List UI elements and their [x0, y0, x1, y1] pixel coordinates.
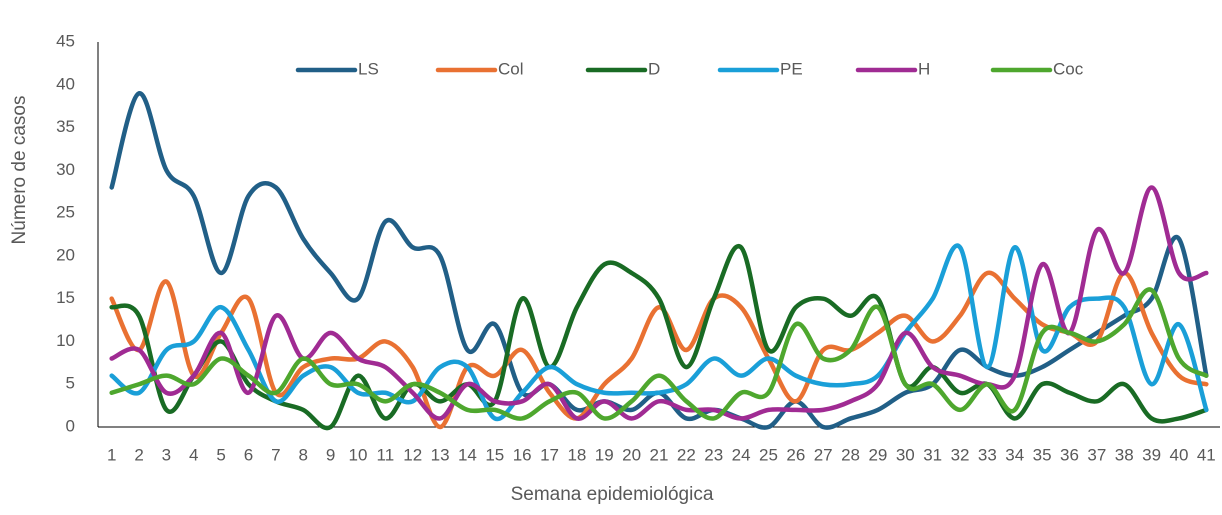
x-tick-label: 18 [567, 445, 586, 464]
x-tick-label: 23 [704, 445, 723, 464]
x-tick-label: 32 [951, 445, 970, 464]
x-tick-label: 25 [759, 445, 778, 464]
x-tick-label: 5 [216, 445, 225, 464]
x-tick-label: 16 [513, 445, 532, 464]
x-tick-label: 21 [650, 445, 669, 464]
x-tick-label: 6 [244, 445, 253, 464]
legend-label: Coc [1053, 59, 1084, 78]
x-tick-label: 3 [162, 445, 171, 464]
y-tick-label: 30 [56, 160, 75, 179]
x-tick-label: 22 [677, 445, 696, 464]
x-tick-label: 39 [1142, 445, 1161, 464]
y-tick-label: 45 [56, 31, 75, 50]
x-tick-label: 36 [1060, 445, 1079, 464]
x-tick-label: 34 [1005, 445, 1024, 464]
legend-label: PE [780, 59, 803, 78]
x-tick-label: 7 [271, 445, 280, 464]
legend-label: D [648, 59, 660, 78]
x-tick-label: 33 [978, 445, 997, 464]
x-tick-label: 15 [485, 445, 504, 464]
y-tick-label: 35 [56, 117, 75, 136]
x-tick-label: 2 [134, 445, 143, 464]
y-tick-label: 5 [66, 374, 75, 393]
series-line [109, 287, 1209, 421]
x-tick-label: 20 [622, 445, 641, 464]
x-tick-label: 41 [1197, 445, 1216, 464]
series-line [109, 243, 1209, 431]
legend-label: LS [358, 59, 379, 78]
y-axis-title: Número de casos [9, 96, 30, 245]
x-tick-label: 19 [595, 445, 614, 464]
y-tick-label: 40 [56, 74, 75, 93]
legend-label: Col [498, 59, 524, 78]
x-tick-label: 35 [1033, 445, 1052, 464]
x-tick-label: 4 [189, 445, 198, 464]
series-line [109, 185, 1209, 421]
x-tick-label: 40 [1169, 445, 1188, 464]
x-tick-label: 29 [868, 445, 887, 464]
y-tick-label: 0 [66, 416, 75, 435]
x-axis-title: Semana epidemiológica [511, 484, 714, 505]
x-tick-label: 12 [403, 445, 422, 464]
x-tick-label: 13 [431, 445, 450, 464]
x-tick-label: 9 [326, 445, 335, 464]
x-tick-label: 38 [1115, 445, 1134, 464]
y-tick-label: 25 [56, 203, 75, 222]
x-tick-label: 37 [1087, 445, 1106, 464]
x-tick-label: 8 [299, 445, 308, 464]
y-tick-label: 15 [56, 288, 75, 307]
x-tick-label: 17 [540, 445, 559, 464]
y-tick-label: 20 [56, 245, 75, 264]
x-tick-label: 24 [732, 445, 751, 464]
x-tick-label: 1 [107, 445, 116, 464]
x-tick-label: 28 [841, 445, 860, 464]
x-tick-label: 11 [377, 445, 395, 464]
legend-label: H [918, 59, 930, 78]
x-tick-label: 14 [458, 445, 477, 464]
x-tick-label: 10 [349, 445, 368, 464]
x-tick-label: 30 [896, 445, 915, 464]
x-tick-label: 31 [923, 445, 942, 464]
x-tick-label: 27 [814, 445, 833, 464]
x-tick-label: 26 [786, 445, 805, 464]
y-tick-label: 10 [56, 331, 75, 350]
